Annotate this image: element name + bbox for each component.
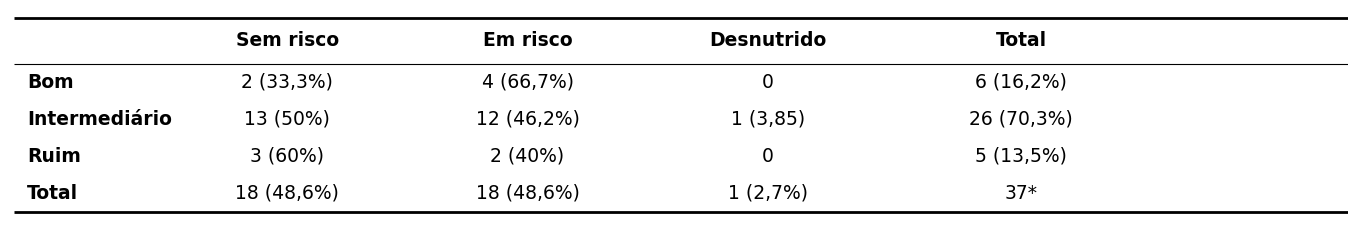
Text: Sem risco: Sem risco: [236, 31, 339, 50]
Text: 18 (48,6%): 18 (48,6%): [236, 184, 339, 203]
Text: Desnutrido: Desnutrido: [710, 31, 827, 50]
Text: 5 (13,5%): 5 (13,5%): [975, 147, 1068, 166]
Text: Em risco: Em risco: [482, 31, 572, 50]
Text: 3 (60%): 3 (60%): [251, 147, 324, 166]
Text: 37*: 37*: [1005, 184, 1038, 203]
Text: 12 (46,2%): 12 (46,2%): [475, 110, 579, 129]
Text: 1 (3,85): 1 (3,85): [730, 110, 805, 129]
Text: Total: Total: [27, 184, 78, 203]
Text: Ruim: Ruim: [27, 147, 80, 166]
Text: 2 (40%): 2 (40%): [490, 147, 565, 166]
Text: Intermediário: Intermediário: [27, 110, 172, 129]
Text: 1 (2,7%): 1 (2,7%): [727, 184, 808, 203]
Text: 13 (50%): 13 (50%): [244, 110, 330, 129]
Text: 18 (48,6%): 18 (48,6%): [475, 184, 579, 203]
Text: 26 (70,3%): 26 (70,3%): [970, 110, 1073, 129]
Text: 0: 0: [761, 73, 774, 92]
Text: 0: 0: [761, 147, 774, 166]
Text: 2 (33,3%): 2 (33,3%): [241, 73, 334, 92]
Text: 4 (66,7%): 4 (66,7%): [482, 73, 573, 92]
Text: 6 (16,2%): 6 (16,2%): [975, 73, 1068, 92]
Text: Total: Total: [996, 31, 1047, 50]
Text: Bom: Bom: [27, 73, 74, 92]
